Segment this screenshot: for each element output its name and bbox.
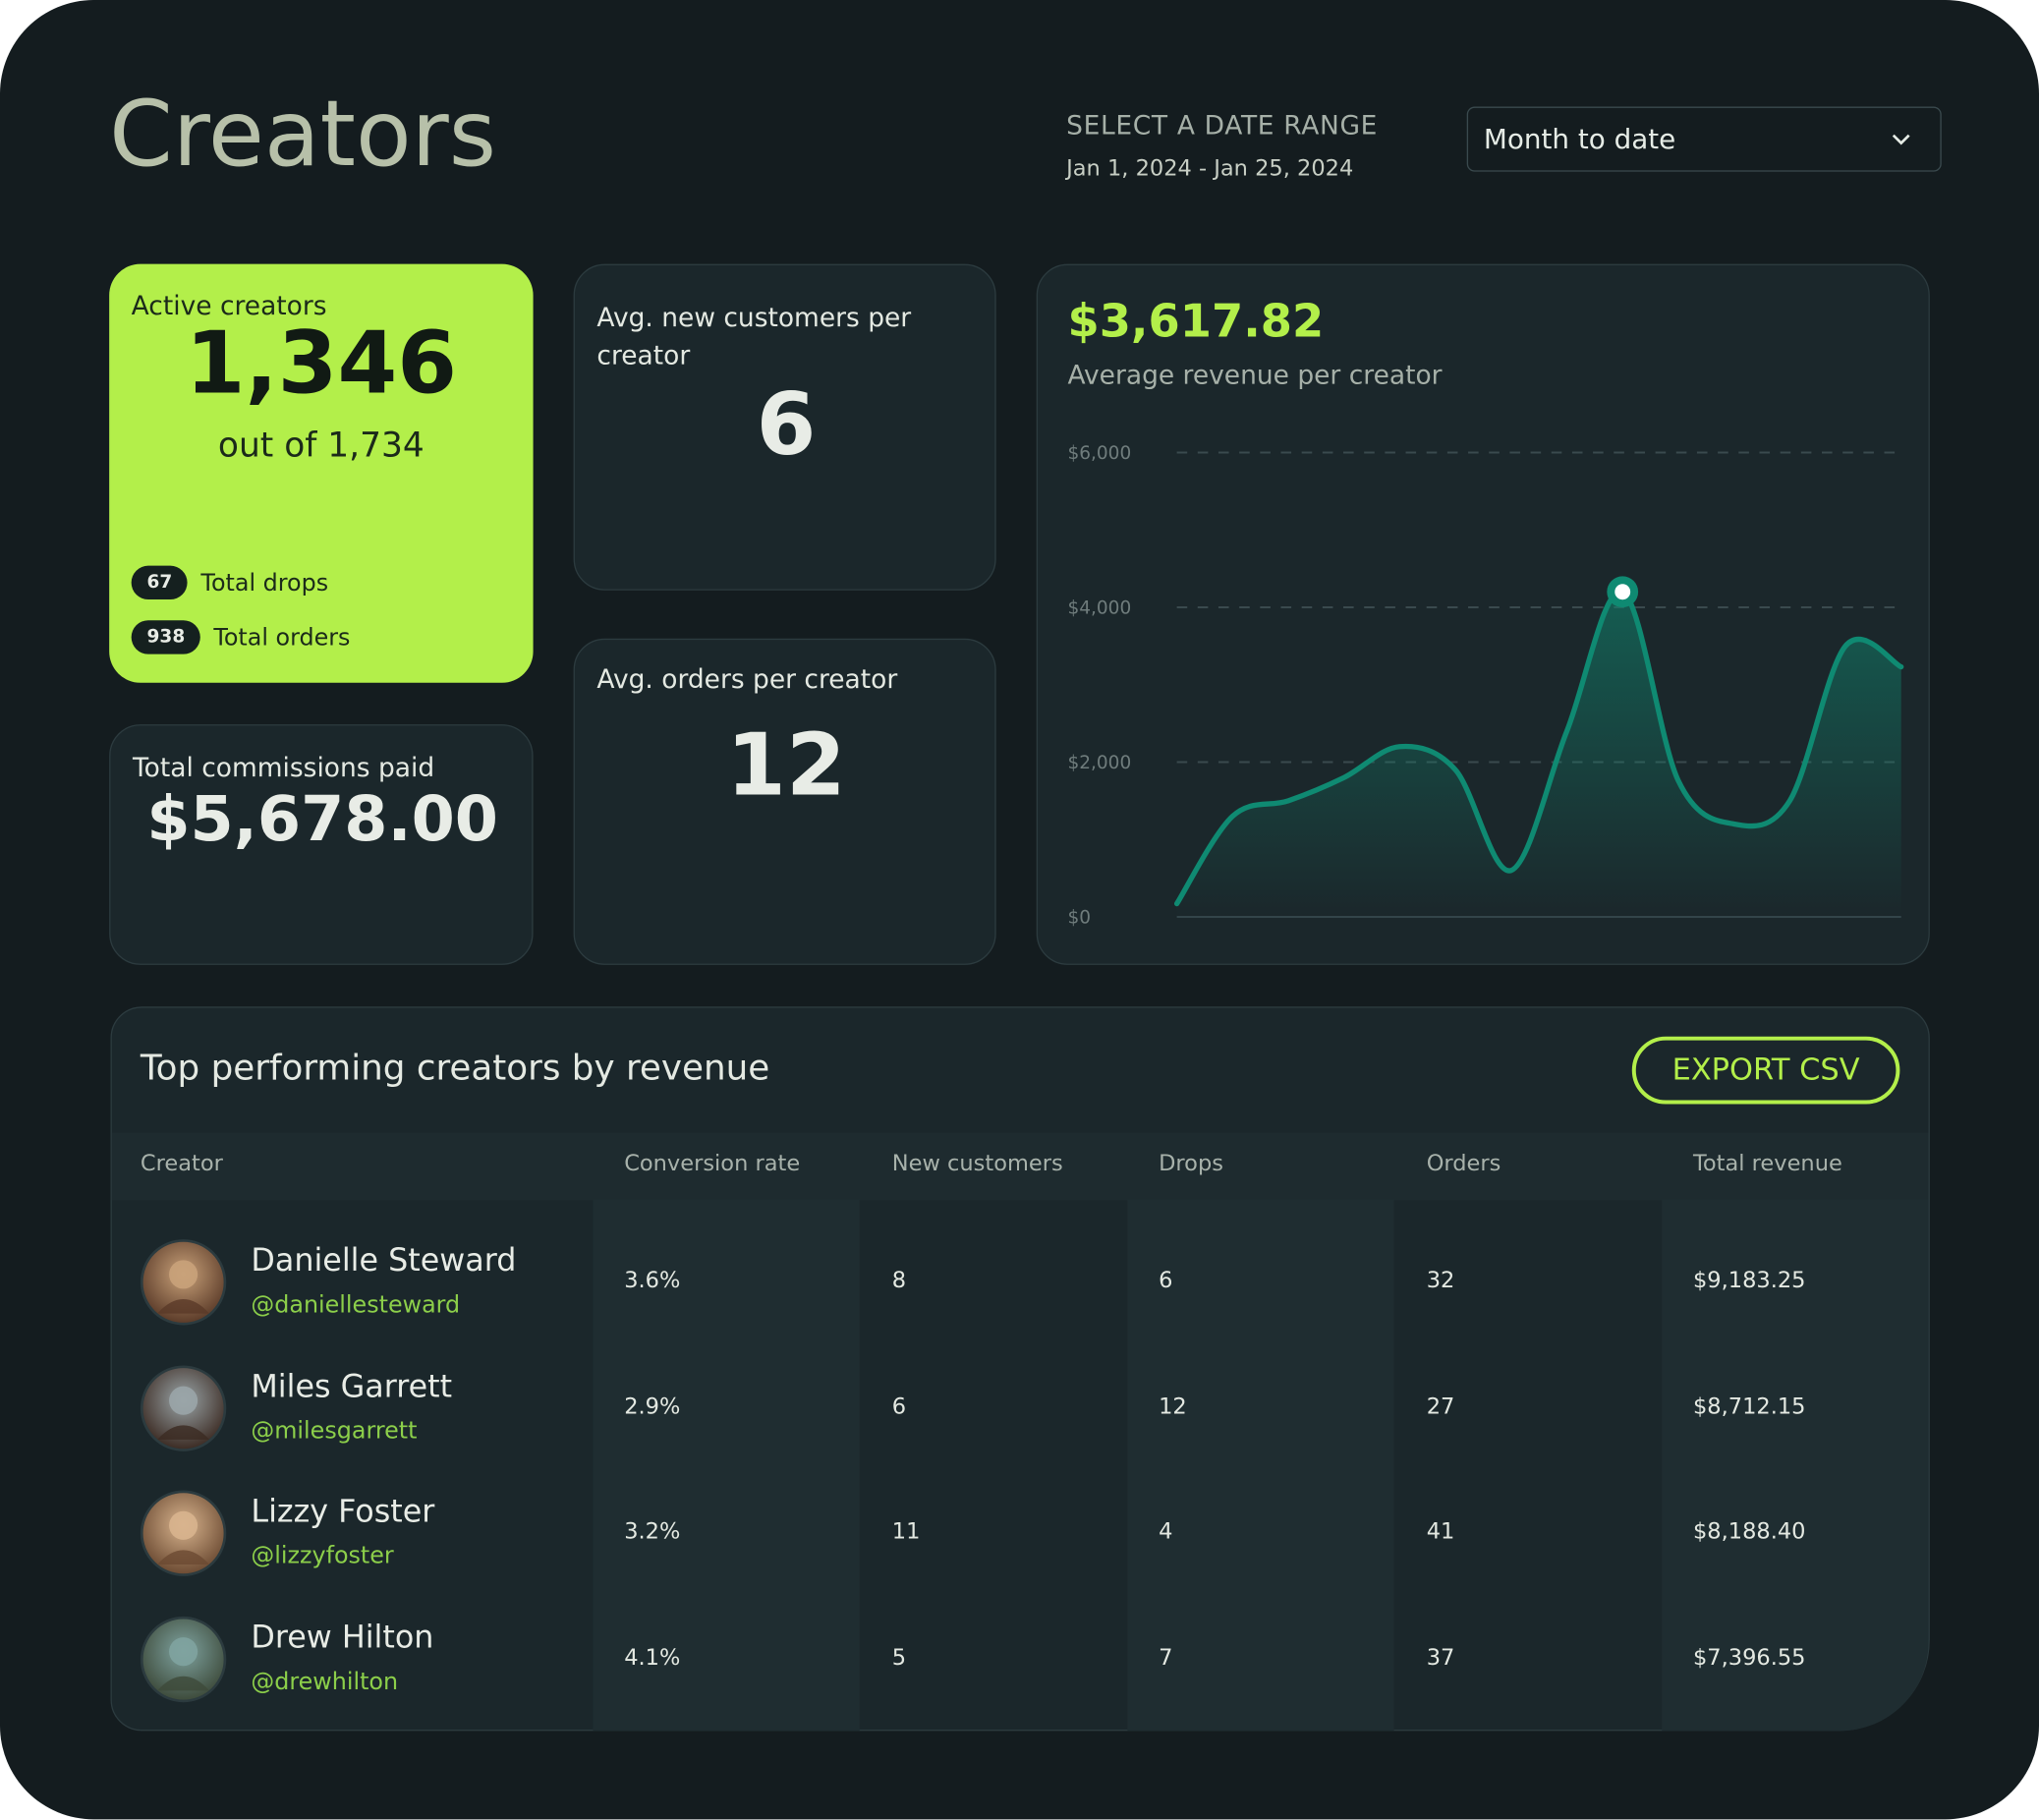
card-label: Avg. new customers per creator	[596, 302, 912, 371]
column-header: Drops	[1159, 1151, 1223, 1177]
table-cell: 4	[1159, 1519, 1173, 1546]
table-cell: $7,396.55	[1692, 1645, 1806, 1672]
stat: 67 Total drops	[131, 565, 329, 600]
table-cell: 32	[1426, 1268, 1455, 1294]
avatar	[140, 1491, 227, 1577]
chevron	[1892, 134, 1910, 145]
table-cell: 3.2%	[624, 1519, 681, 1546]
column-header: Conversion rate	[624, 1151, 801, 1177]
table-cell: 2.9%	[624, 1393, 681, 1420]
table-header-bg	[111, 1132, 1929, 1201]
commissions-card: Total commissions paid $5,678.00	[109, 724, 534, 965]
creator-name: Drew Hilton	[251, 1619, 434, 1656]
creator-name: Miles Garrett	[251, 1367, 453, 1404]
column-shade	[1662, 1199, 1929, 1732]
table-cell: 41	[1426, 1519, 1455, 1546]
table-cell: 11	[891, 1519, 921, 1546]
card-subtitle: out of 1,734	[217, 427, 425, 466]
column-header: New customers	[891, 1151, 1063, 1177]
export-button[interactable]: EXPORT CSV	[1631, 1036, 1900, 1105]
creator-name: Lizzy Foster	[251, 1493, 435, 1530]
table-cell: 7	[1159, 1645, 1173, 1672]
area	[1176, 591, 1901, 917]
y-tick-label: $4,000	[1067, 598, 1131, 619]
table-cell: 27	[1426, 1393, 1455, 1420]
table-cell: 12	[1159, 1393, 1187, 1420]
creator-handle: @lizzyfoster	[251, 1542, 394, 1570]
table-cell: 5	[891, 1645, 907, 1672]
card-value: 6	[756, 374, 817, 476]
table-title: Top performing creators by revenue	[140, 1048, 770, 1089]
table-cell: $8,712.15	[1692, 1393, 1806, 1420]
stat-value: 67	[131, 565, 189, 600]
y-tick-label: $2,000	[1067, 753, 1131, 773]
table-cell: 8	[891, 1268, 907, 1294]
card-label: Avg. orders per creator	[596, 662, 898, 695]
avatar	[140, 1239, 227, 1326]
avatar	[140, 1365, 227, 1451]
card-label: Total commissions paid	[132, 751, 435, 783]
line	[1173, 589, 1904, 907]
card-value: $5,678.00	[146, 782, 499, 856]
y-tick-label: $0	[1067, 908, 1091, 929]
y-tick-label: $6,000	[1067, 443, 1131, 464]
table-cell: 6	[1159, 1268, 1173, 1294]
card-value: 1,346	[185, 313, 457, 414]
new-customers-card: Avg. new customers per creator 6	[573, 263, 996, 591]
orders-card: Avg. orders per creator 12	[573, 638, 996, 965]
table-cell: 6	[891, 1393, 907, 1420]
stat-value: 938	[131, 620, 201, 654]
column-shade	[593, 1199, 860, 1732]
stat-label: Total orders	[213, 623, 351, 652]
card-label: Active creators	[131, 290, 327, 321]
date-select-value: Month to date	[1483, 123, 1676, 155]
table-cell: 3.6%	[624, 1268, 681, 1294]
date-select[interactable]: Month to date	[1466, 106, 1942, 172]
chart-title: $3,617.82	[1067, 296, 1325, 349]
table-card	[110, 1006, 1930, 1732]
highlight-marker-dot	[1614, 584, 1631, 600]
creator-name: Danielle Steward	[251, 1241, 517, 1279]
column-header: Total revenue	[1692, 1151, 1842, 1177]
column-header: Orders	[1426, 1151, 1501, 1177]
column-header: Creator	[140, 1151, 223, 1177]
stat: 938 Total orders	[131, 620, 351, 654]
table-cell: 4.1%	[624, 1645, 681, 1672]
date-range: Jan 1, 2024 - Jan 25, 2024	[1066, 155, 1354, 183]
column-shade	[1127, 1199, 1394, 1732]
card-value: 12	[726, 714, 846, 816]
line-chart: $0 $2,000 $4,000 $6,000	[1067, 443, 1904, 929]
page-title: Creators	[109, 81, 496, 188]
creator-handle: @daniellesteward	[251, 1291, 461, 1319]
table-cell: $9,183.25	[1692, 1268, 1806, 1294]
creator-handle: @milesgarrett	[251, 1417, 418, 1445]
stat-label: Total drops	[200, 568, 329, 597]
creator-handle: @drewhilton	[251, 1668, 399, 1696]
table-cell: $8,188.40	[1692, 1519, 1806, 1546]
table-cell: 37	[1426, 1645, 1455, 1672]
active-creators-card: Active creators 1,346 out of 1,734 67 Tot…	[109, 263, 534, 683]
chart-subtitle: Average revenue per creator	[1067, 359, 1443, 391]
date-range-label: SELECT A DATE RANGE	[1066, 109, 1379, 141]
avatar	[140, 1617, 227, 1703]
